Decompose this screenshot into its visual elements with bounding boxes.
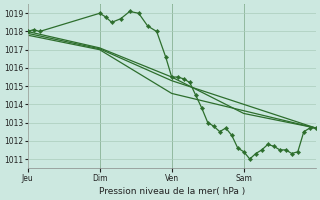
X-axis label: Pression niveau de la mer( hPa ): Pression niveau de la mer( hPa ) (99, 187, 245, 196)
